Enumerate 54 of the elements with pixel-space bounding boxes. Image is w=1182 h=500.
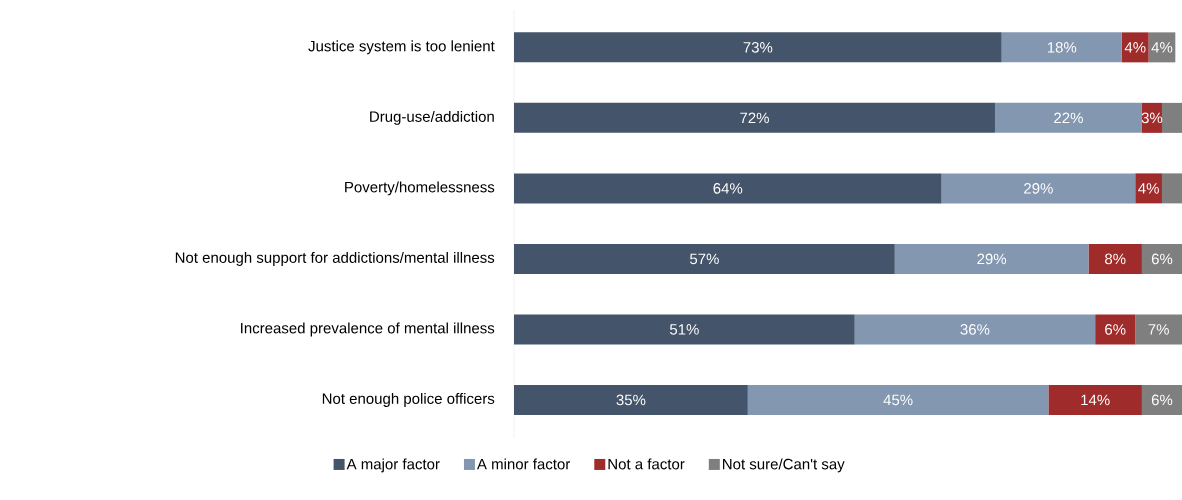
bar <box>514 384 748 415</box>
data-label: 64% <box>713 183 743 194</box>
data-label: 4% <box>1151 42 1173 53</box>
data-label: 51% <box>669 324 699 335</box>
bar <box>994 102 1142 133</box>
bar <box>514 173 942 204</box>
data-label: 57% <box>689 253 719 265</box>
bar <box>1135 314 1182 345</box>
data-label: 6% <box>1105 324 1126 335</box>
bar <box>1161 102 1182 133</box>
bar <box>1088 243 1142 274</box>
bar <box>1121 32 1149 63</box>
data-label: 6% <box>1151 253 1173 265</box>
bar <box>1095 314 1136 345</box>
data-label: 29% <box>977 253 1007 265</box>
legend-label: Not a factor <box>608 458 685 470</box>
data-label: 18% <box>1047 42 1077 53</box>
y-tick-label: Justice system is too lenient <box>308 40 495 55</box>
bar <box>1135 173 1162 204</box>
data-label: 72% <box>740 112 769 124</box>
bar <box>514 243 895 274</box>
legend-label: Not sure/Can't say <box>723 458 845 473</box>
data-label: 14% <box>1081 394 1110 406</box>
bar <box>1161 173 1182 204</box>
bar <box>1001 32 1122 63</box>
data-label: 35% <box>616 394 646 406</box>
data-label: 3% <box>1141 112 1163 124</box>
y-tick-label: Increased prevalence of mental illness <box>241 322 495 337</box>
bar <box>1141 384 1182 415</box>
legend-label: A major factor <box>346 458 440 473</box>
bar <box>1141 243 1182 274</box>
y-tick-label: Drug-use/addiction <box>370 110 494 125</box>
y-tick-label: Poverty/homelessness <box>345 181 495 196</box>
bar <box>514 314 855 345</box>
data-label: 7% <box>1148 324 1169 335</box>
data-label: 4% <box>1138 183 1159 194</box>
data-label: 22% <box>1054 112 1083 124</box>
bar <box>514 102 995 133</box>
bar <box>1048 384 1142 415</box>
data-label: 45% <box>883 394 913 406</box>
y-tick-label: Not enough police officers <box>322 392 495 407</box>
bar <box>854 314 1096 345</box>
data-label: 29% <box>1024 183 1053 194</box>
y-tick-label: Not enough support for addictions/mental illness <box>175 251 495 266</box>
legend-label: A minor factor <box>476 458 571 470</box>
bar <box>894 243 1089 274</box>
bar <box>747 384 1049 415</box>
data-label: 6% <box>1151 394 1173 406</box>
data-label: 8% <box>1105 253 1126 265</box>
data-label: 73% <box>743 42 773 53</box>
data-label: 36% <box>960 324 990 335</box>
bar <box>514 32 1002 63</box>
data-label: 4% <box>1124 42 1146 53</box>
bar <box>941 173 1136 204</box>
